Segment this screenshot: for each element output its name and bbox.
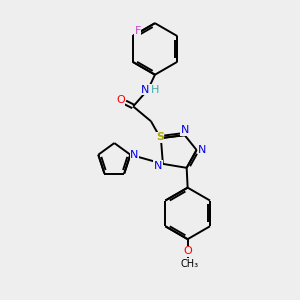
Text: N: N bbox=[154, 161, 162, 171]
Text: N: N bbox=[181, 125, 189, 135]
Text: O: O bbox=[183, 246, 192, 256]
Text: F: F bbox=[134, 26, 141, 36]
Text: H: H bbox=[151, 85, 159, 94]
Text: O: O bbox=[116, 95, 125, 106]
Text: N: N bbox=[130, 150, 139, 160]
Text: CH₃: CH₃ bbox=[181, 259, 199, 269]
Text: S: S bbox=[156, 132, 164, 142]
Text: N: N bbox=[141, 85, 149, 94]
Text: N: N bbox=[198, 145, 207, 155]
